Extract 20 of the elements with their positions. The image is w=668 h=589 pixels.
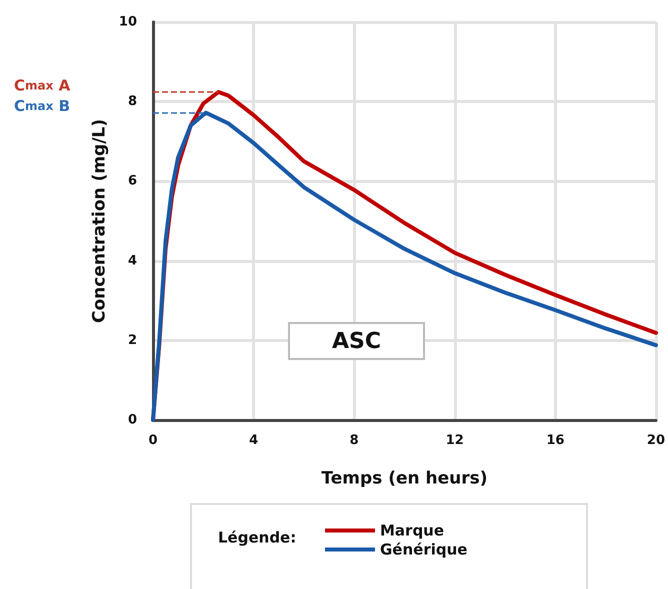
text-box: ASC xyxy=(288,322,425,360)
legend-label: Générique xyxy=(380,540,468,558)
y-tick-label: 10 xyxy=(118,14,137,30)
y-tick-label: 8 xyxy=(128,94,137,110)
x-tick-label: 12 xyxy=(446,433,464,448)
y-tick-label: 2 xyxy=(128,332,137,348)
x-tick-label: 20 xyxy=(646,433,665,448)
y-axis-title: Concentration (mg/L) xyxy=(90,118,110,324)
legend-title: Légende: xyxy=(218,528,296,546)
x-tick-label: 4 xyxy=(249,433,258,448)
x-tick-label: 8 xyxy=(350,433,359,448)
x-tick-label: 0 xyxy=(148,433,158,448)
x-tick-label: 16 xyxy=(546,433,564,448)
x-axis-title: Temps (en heurs) xyxy=(321,468,488,488)
y-tick-label: 4 xyxy=(128,253,137,268)
ref-line-label: Cmax B xyxy=(14,97,70,116)
y-tick-label: 0 xyxy=(128,412,137,428)
legend-label: Marque xyxy=(380,522,444,540)
y-tick-label: 6 xyxy=(128,174,137,189)
ref-line-label: Cmax A xyxy=(14,76,71,95)
